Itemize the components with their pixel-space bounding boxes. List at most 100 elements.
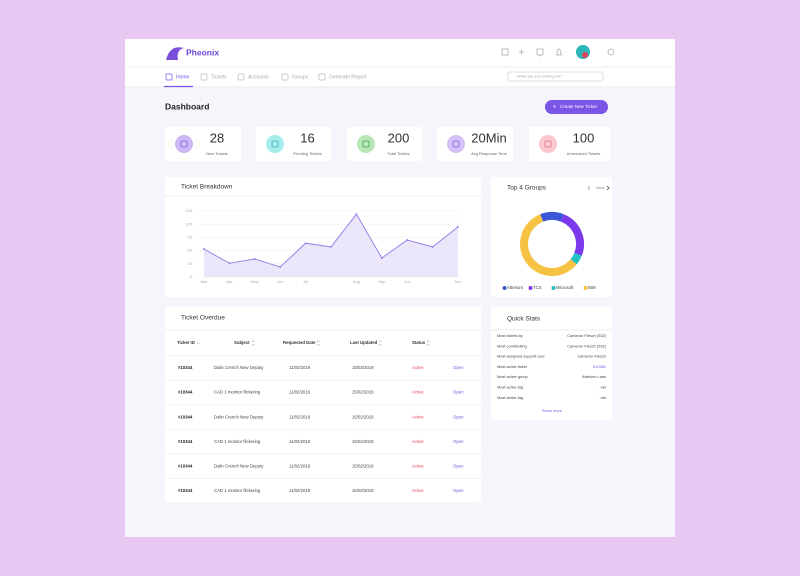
stat-value: 100 [573,130,595,145]
open-link[interactable]: Open [453,464,464,469]
column-header[interactable]: Last Updated [350,340,378,345]
y-tick-label: 100 [185,221,192,226]
logo-icon [166,47,184,60]
point [406,239,409,242]
stat-icon [539,135,557,153]
stat-icon-glyph [452,140,460,148]
open-link[interactable]: Open [453,390,464,395]
cell: Active [412,464,424,469]
stat-icon [357,135,375,153]
column-header[interactable]: Requested Date [283,340,316,345]
chart-card [491,177,612,297]
point [304,242,307,245]
cell: 11/02/2019 [289,439,311,444]
search-placeholder: What are you looking for? [517,74,563,79]
stat-label: Total Tickets [387,151,409,156]
card-title: Quick Stats [507,316,541,323]
cell: 11/02/2019 [289,390,311,395]
sort-icon [316,340,320,346]
nav-item[interactable]: Groups [292,74,309,80]
table-card [165,307,481,502]
chart-card [165,177,481,297]
cell: 15/02/2019 [352,365,374,370]
legend-label: IBM [588,285,596,290]
nav-item[interactable]: Tickets [211,74,227,80]
cell: #10344 [178,439,193,444]
nav-item[interactable]: Home [176,74,190,80]
x-tick-label: Aug [353,279,360,284]
point [228,262,231,265]
line-area [204,214,458,277]
stat-value: 16 [300,130,314,145]
cell: #10344 [178,365,193,370]
cell: Active [412,390,424,395]
stat-key: Most assigned support user [497,354,545,359]
open-link[interactable]: Open [453,488,464,493]
nav-icon [237,73,245,81]
cell: Active [412,488,424,493]
x-tick-label: Nov [454,279,461,284]
x-tick-label: May [251,279,259,284]
stat-key: Most active ticket [497,364,528,369]
next-link[interactable]: Next [596,185,605,190]
legend-label: Microsoft [556,285,574,290]
x-tick-label: Mar [201,279,209,284]
legend-swatch [502,286,507,290]
stat-key: Most contributing [497,343,527,348]
cell: 11/02/2019 [289,365,311,370]
nav-item[interactable]: Accounts [248,74,269,80]
stat-icon [266,135,284,153]
stat-icon-glyph [362,140,370,148]
x-tick-label: Sep [378,279,386,284]
stat-icon [447,135,465,153]
cell: Active [412,414,424,419]
cell: Active [412,365,424,370]
search-box[interactable] [507,71,604,82]
logo: Pheonix [186,47,219,57]
stat-key: Most tickets by [497,333,523,338]
column-header[interactable]: Ticket ID [177,340,195,345]
column-header[interactable]: Subject [234,340,250,345]
stat-val: .net [600,395,607,400]
legend-swatch [583,286,588,290]
stat-val: #10582 [593,364,606,369]
stat-value: 28 [210,130,224,145]
stat-label: Pending Tickets [293,151,321,156]
point [330,245,332,248]
sort-icon [426,340,430,346]
avatar-detail [582,52,588,58]
open-link[interactable]: Open [453,365,464,370]
show-more[interactable]: Show more [542,408,563,413]
prev-arrow[interactable] [587,185,591,191]
y-tick-label: 50 [188,248,193,253]
cell: 15/02/2019 [352,439,374,444]
cell: #10344 [178,414,193,419]
nav-icon [281,73,289,81]
column-header[interactable]: Status [412,340,426,345]
card-title: Ticket Overdue [181,315,225,322]
stat-key: Most active tag [497,395,523,400]
stat-val: Cameron Flesch [577,354,606,359]
nav-icon [318,73,326,81]
cell: Active [412,439,424,444]
cell: #10344 [178,390,193,395]
create-button[interactable] [545,100,608,114]
cell: 15/02/2019 [352,464,374,469]
open-link[interactable]: Open [453,439,464,444]
x-tick-label: Jun [277,279,283,284]
y-tick-label: 75 [188,234,193,239]
y-tick-label: 125 [185,208,192,213]
legend-swatch [551,286,556,290]
sort-icon [196,342,200,345]
stat-key: Most active tag [497,385,523,390]
card-title: Top 4 Groups [507,185,547,192]
open-link[interactable]: Open [453,414,464,419]
point [279,265,282,268]
cell: CAD 1 monitor flickering [214,439,261,444]
button-plus: + [553,105,557,111]
legend-swatch [528,286,533,290]
next-arrow[interactable] [606,185,610,191]
nav-item[interactable]: Generate Report [329,74,367,80]
